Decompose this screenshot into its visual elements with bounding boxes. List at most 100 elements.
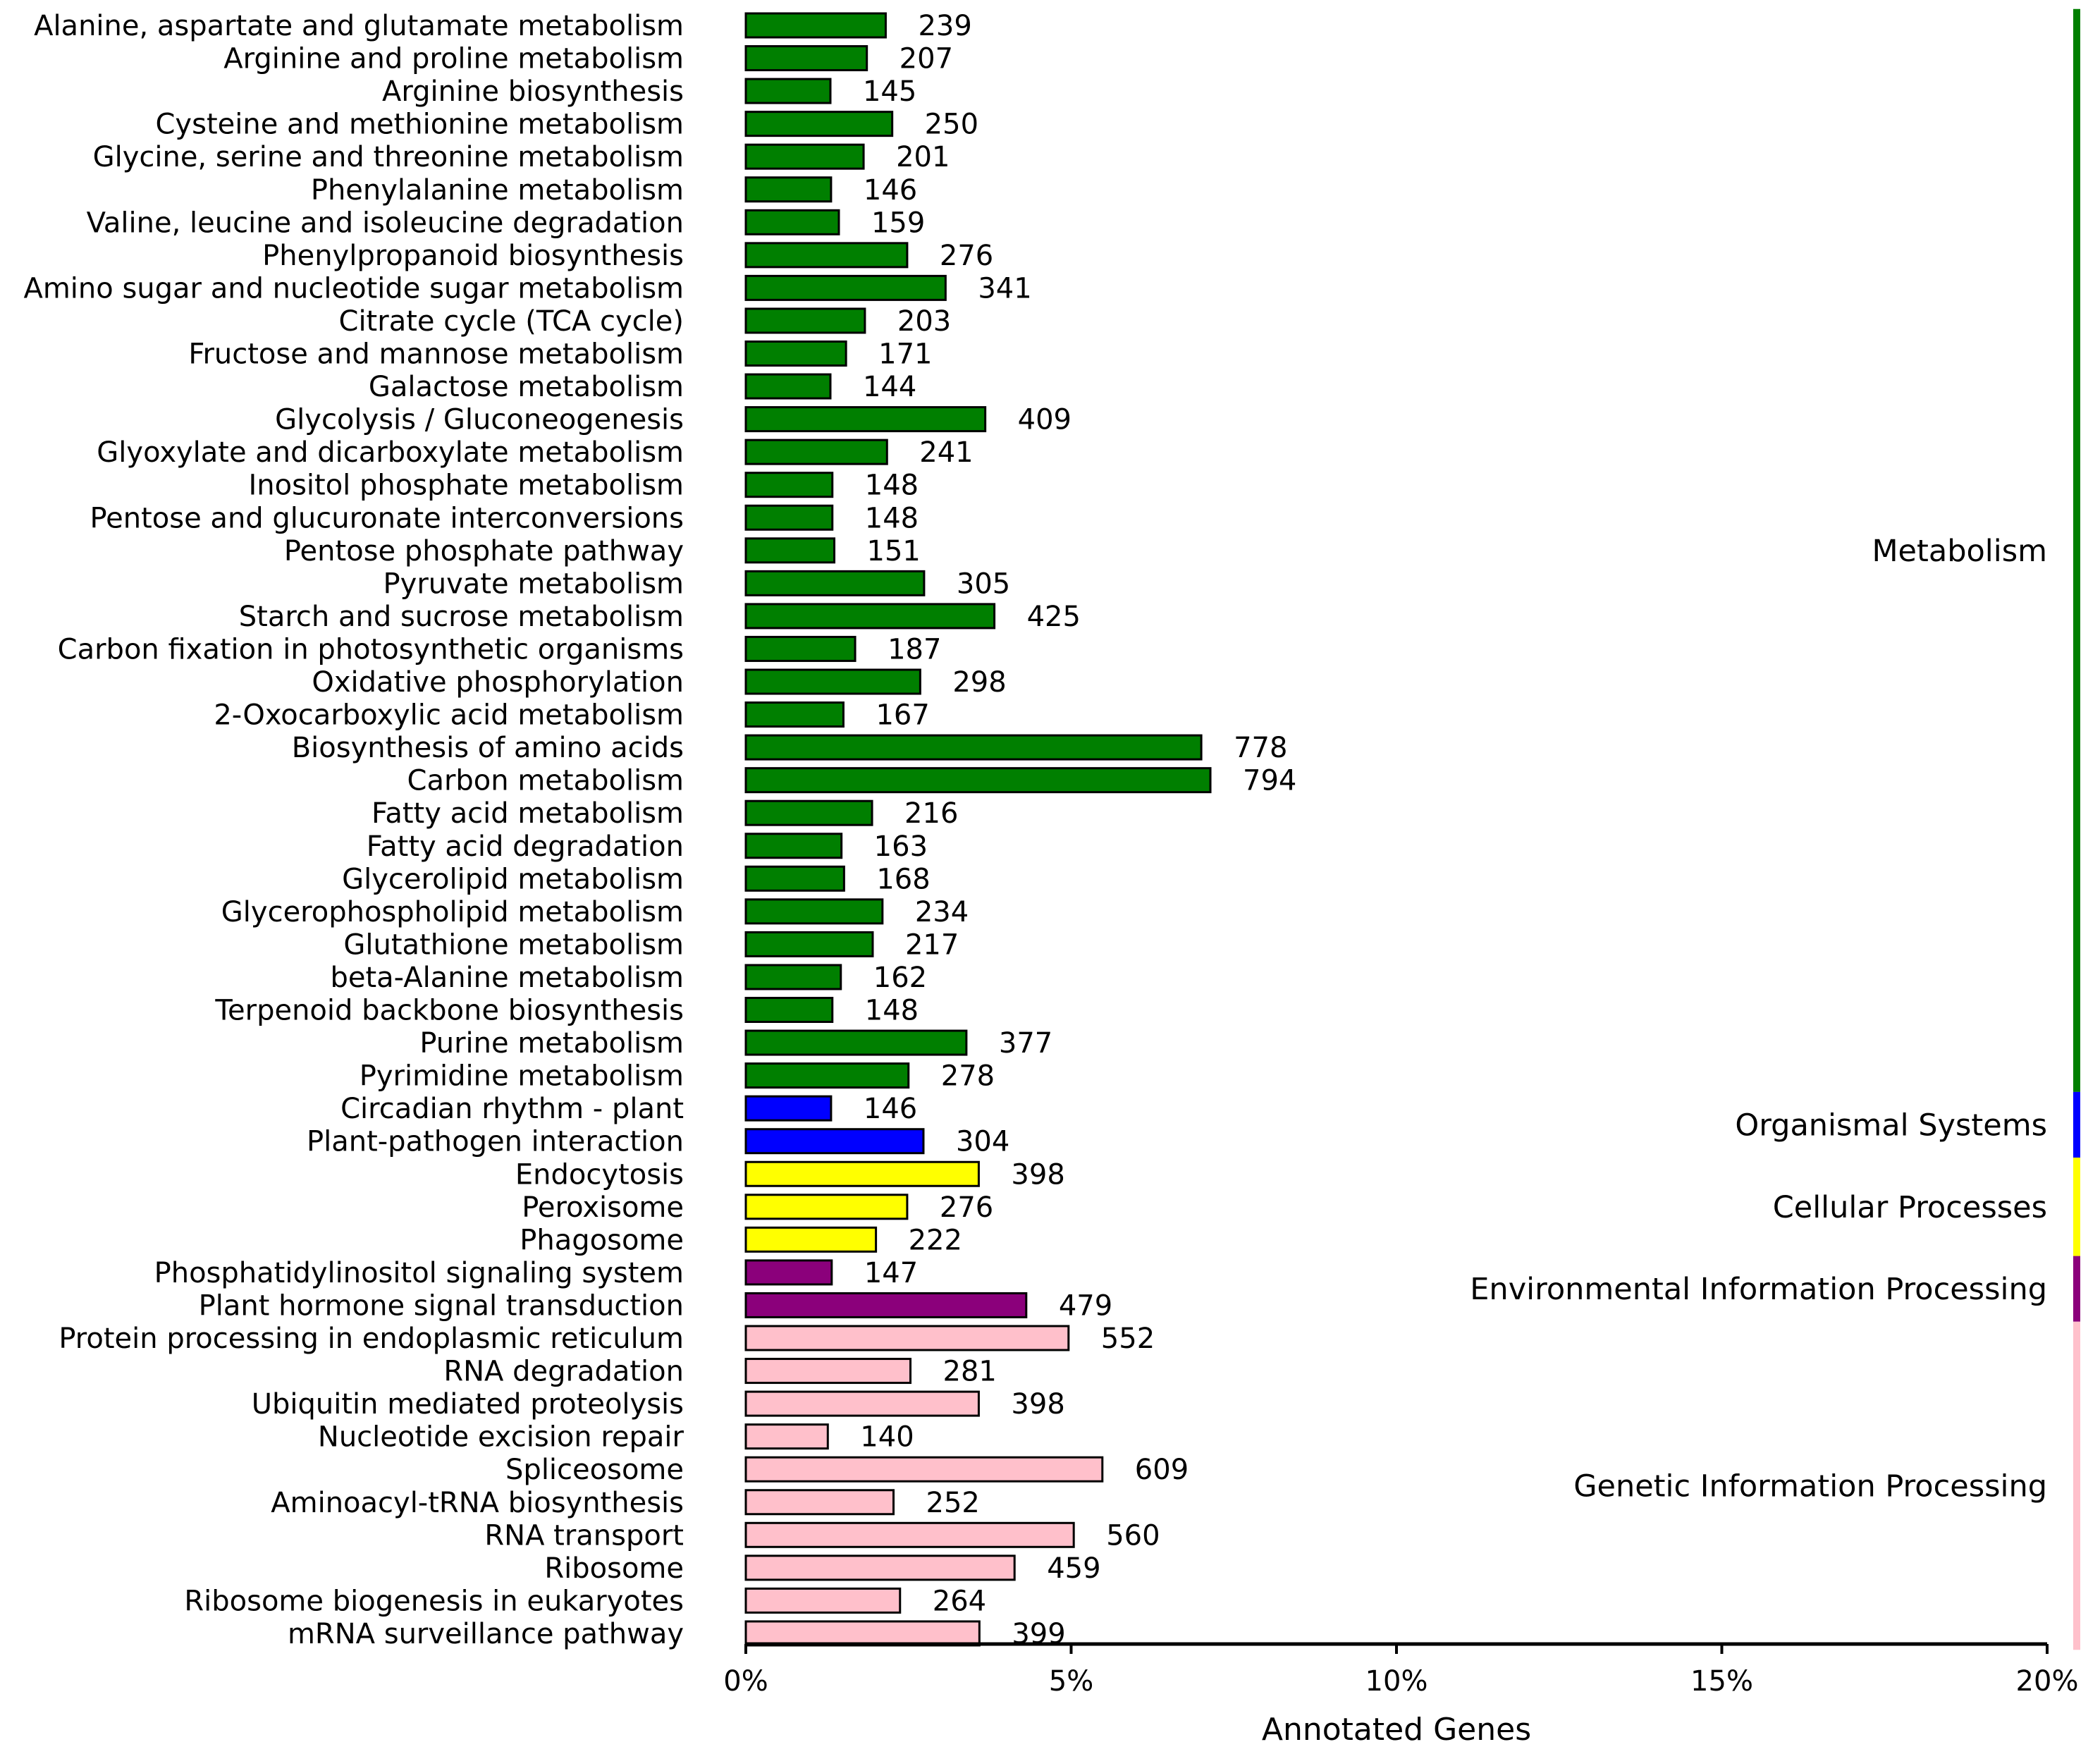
bar: [744, 143, 865, 170]
value-label: 222: [909, 1224, 962, 1256]
category-label: Purine metabolism: [419, 1027, 684, 1060]
category-label: Ribosome: [544, 1552, 684, 1585]
category-label: Amino sugar and nucleotide sugar metabol…: [23, 272, 684, 305]
value-label: 159: [871, 207, 925, 239]
bar: [744, 1554, 1016, 1581]
category-label: Plant-pathogen interaction: [307, 1126, 684, 1158]
category-label: Fatty acid degradation: [367, 830, 684, 863]
group-label: Metabolism: [1872, 534, 2047, 569]
value-label: 409: [1018, 404, 1072, 436]
value-label: 341: [978, 272, 1031, 305]
category-label: RNA transport: [484, 1519, 684, 1552]
group-label: Organismal Systems: [1735, 1108, 2047, 1143]
category-label: Glycolysis / Gluconeogenesis: [275, 404, 684, 436]
category-label: Biosynthesis of amino acids: [292, 732, 684, 764]
value-label: 398: [1011, 1388, 1064, 1421]
value-label: 281: [943, 1356, 997, 1388]
value-label: 148: [865, 502, 919, 534]
bar: [744, 1620, 981, 1647]
bar: [744, 603, 996, 630]
value-label: 146: [864, 174, 917, 207]
bar: [744, 997, 834, 1023]
category-label: Ribosome biogenesis in eukaryotes: [184, 1585, 684, 1617]
bar: [744, 1128, 925, 1155]
value-label: 171: [878, 338, 932, 371]
value-label: 479: [1059, 1289, 1112, 1322]
bar: [744, 78, 832, 104]
value-label: 552: [1101, 1323, 1155, 1355]
bar: [744, 1160, 980, 1187]
category-label: Ubiquitin mediated proteolysis: [252, 1388, 684, 1421]
category-label: Aminoacyl-tRNA biosynthesis: [271, 1487, 684, 1519]
value-label: 148: [865, 995, 919, 1027]
value-label: 146: [864, 1093, 917, 1125]
value-label: 252: [926, 1487, 980, 1519]
bar: [744, 1029, 968, 1056]
category-label: Endocytosis: [515, 1158, 684, 1191]
value-label: 241: [919, 436, 973, 469]
bar: [744, 111, 894, 137]
category-label: Circadian rhythm - plant: [340, 1093, 684, 1125]
bar: [744, 570, 926, 596]
category-label: Valine, leucine and isoleucine degradati…: [87, 207, 684, 239]
bar: [744, 1095, 833, 1122]
value-label: 377: [999, 1027, 1052, 1060]
category-label: Glyoxylate and dicarboxylate metabolism: [97, 436, 684, 469]
bar: [744, 931, 874, 957]
category-label: Alanine, aspartate and glutamate metabol…: [34, 10, 684, 42]
category-label: Galactose metabolism: [369, 371, 684, 403]
bar: [744, 176, 833, 203]
bar: [744, 635, 856, 662]
bar: [744, 274, 947, 301]
bar: [744, 1587, 902, 1614]
category-label: Fatty acid metabolism: [372, 797, 684, 830]
bar: [744, 1489, 895, 1516]
bar: [744, 472, 834, 498]
category-label: Phenylalanine metabolism: [311, 174, 684, 207]
value-label: 794: [1243, 765, 1296, 797]
bar: [744, 1325, 1070, 1351]
bar: [744, 537, 836, 564]
value-label: 187: [888, 633, 941, 666]
bar: [744, 373, 832, 400]
bar: [744, 242, 909, 269]
bar: [744, 1390, 980, 1417]
group-label: Environmental Information Processing: [1470, 1272, 2047, 1307]
category-label: Pyruvate metabolism: [383, 568, 684, 600]
x-tick-label: 5%: [1049, 1665, 1093, 1698]
bar: [744, 406, 987, 433]
x-tick-label: 0%: [723, 1665, 768, 1698]
category-label: Inositol phosphate metabolism: [248, 470, 684, 502]
category-label: Oxidative phosphorylation: [312, 666, 684, 699]
value-label: 276: [940, 1191, 993, 1224]
value-labels-layer: 2392071452502011461592763412031711444092…: [860, 10, 1296, 1650]
value-label: 304: [956, 1126, 1009, 1158]
value-label: 609: [1135, 1454, 1189, 1486]
category-label: Glutathione metabolism: [343, 928, 684, 961]
bar: [744, 734, 1203, 761]
bar: [744, 1062, 910, 1089]
category-label: beta-Alanine metabolism: [330, 962, 684, 994]
category-label: Terpenoid backbone biosynthesis: [214, 995, 684, 1027]
bar: [744, 1194, 909, 1220]
value-label: 398: [1011, 1158, 1064, 1191]
value-label: 147: [864, 1257, 918, 1289]
value-label: 163: [874, 830, 928, 863]
bar: [744, 1521, 1075, 1548]
group-label: Genetic Information Processing: [1573, 1468, 2047, 1504]
category-label: Phenylpropanoid biosynthesis: [262, 240, 684, 272]
category-label: Starch and sucrose metabolism: [239, 601, 684, 633]
category-label: Glycine, serine and threonine metabolism: [93, 141, 684, 173]
category-label: Arginine and proline metabolism: [223, 43, 684, 75]
category-label: Phagosome: [520, 1224, 684, 1256]
category-label: Pentose phosphate pathway: [284, 535, 684, 568]
x-tick-label: 10%: [1365, 1665, 1428, 1698]
category-label: RNA degradation: [443, 1356, 684, 1388]
category-label: Protein processing in endoplasmic reticu…: [59, 1323, 684, 1355]
category-label: Carbon fixation in photosynthetic organi…: [58, 633, 684, 666]
category-label: Arginine biosynthesis: [382, 75, 684, 108]
bar: [744, 767, 1212, 794]
bar: [744, 438, 888, 465]
bar: [744, 898, 884, 925]
